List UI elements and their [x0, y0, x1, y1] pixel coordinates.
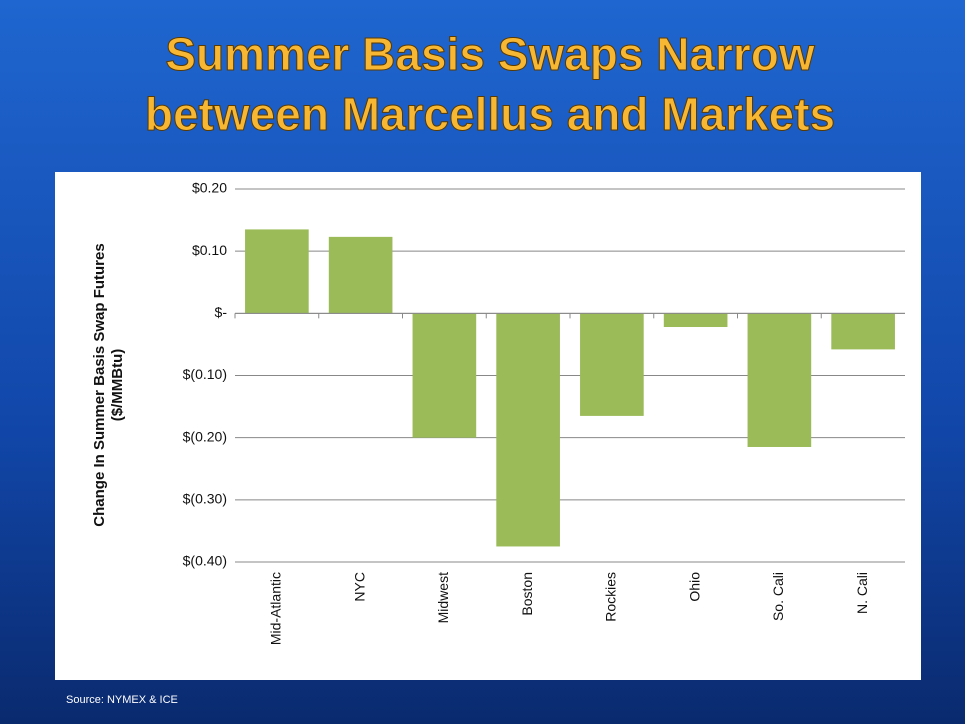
- bar: [328, 236, 393, 314]
- bar: [245, 229, 309, 314]
- x-tick-label: Ohio: [686, 572, 702, 602]
- y-axis-label: Change In Summer Basis Swap Futures: [91, 243, 108, 526]
- bar: [412, 313, 477, 438]
- x-tick-label: So. Cali: [770, 572, 786, 621]
- bar: [831, 313, 895, 350]
- y-tick-label: $0.10: [192, 242, 227, 258]
- x-tick-label: Boston: [519, 572, 535, 616]
- y-tick-label: $(0.40): [183, 553, 227, 569]
- y-tick-label: $(0.10): [183, 366, 227, 382]
- x-tick-label: Mid-Atlantic: [268, 572, 284, 645]
- x-tick-label: Midwest: [435, 572, 451, 623]
- title-line: Summer Basis Swaps Narrow: [165, 28, 815, 80]
- y-tick-label: $(0.20): [183, 428, 227, 444]
- x-tick-label: Rockies: [603, 572, 619, 622]
- bar: [580, 313, 644, 416]
- title-line: between Marcellus and Markets: [145, 88, 835, 140]
- x-tick-label: N. Cali: [854, 572, 870, 614]
- bar: [496, 313, 560, 547]
- x-tick-label: NYC: [351, 572, 367, 602]
- y-tick-label: $-: [215, 304, 228, 320]
- y-tick-label: $(0.30): [183, 491, 227, 507]
- y-tick-label: $0.20: [192, 180, 227, 196]
- y-axis-label: ($/MMBtu): [109, 349, 126, 421]
- source: Source: NYMEX & ICE: [66, 694, 178, 706]
- bar: [663, 313, 728, 328]
- bar: [747, 313, 812, 447]
